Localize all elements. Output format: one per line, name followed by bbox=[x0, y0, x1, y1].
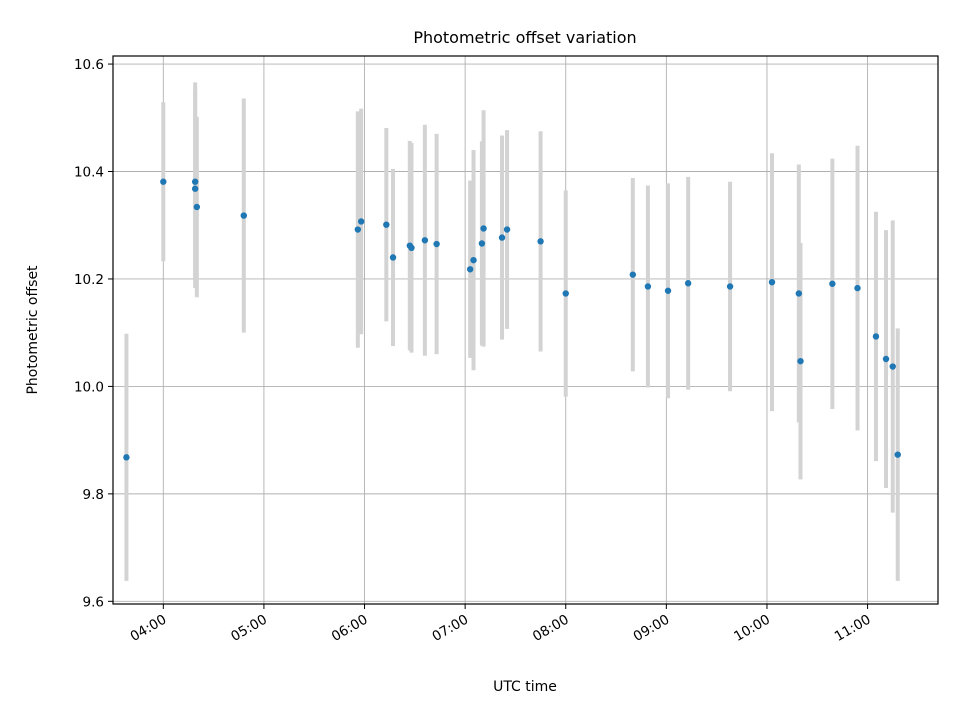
data-point bbox=[882, 355, 890, 363]
y-axis-label: Photometric offset bbox=[25, 265, 41, 395]
data-point bbox=[408, 244, 415, 251]
y-tick-label: 10.2 bbox=[74, 272, 104, 288]
x-axis-label: UTC time bbox=[493, 679, 557, 695]
data-point bbox=[466, 266, 474, 273]
data-point bbox=[829, 280, 836, 287]
x-tick-label: 08:00 bbox=[530, 612, 572, 645]
data-point bbox=[854, 284, 861, 292]
data-point bbox=[503, 226, 511, 233]
error-bars bbox=[124, 82, 900, 581]
data-point bbox=[193, 203, 201, 211]
data-point bbox=[389, 254, 397, 261]
data-point bbox=[629, 271, 637, 278]
data-point bbox=[797, 357, 804, 365]
data-point bbox=[872, 333, 880, 340]
data-point bbox=[191, 185, 199, 192]
grid bbox=[113, 56, 938, 604]
y-tick-label: 10.4 bbox=[74, 165, 104, 181]
data-point bbox=[684, 280, 692, 287]
y-tick-label: 9.8 bbox=[83, 487, 104, 503]
data-point bbox=[768, 278, 776, 286]
x-tick-label: 09:00 bbox=[631, 612, 673, 645]
data-point bbox=[478, 240, 486, 247]
data-point bbox=[383, 221, 390, 228]
data-points bbox=[123, 178, 901, 461]
x-tick-label: 06:00 bbox=[329, 612, 371, 645]
data-point bbox=[240, 212, 247, 219]
data-point bbox=[562, 290, 569, 297]
data-point bbox=[123, 454, 130, 461]
data-point bbox=[498, 234, 506, 241]
x-tick-label: 11:00 bbox=[832, 612, 874, 645]
data-point bbox=[664, 287, 672, 294]
y-tick-label: 10.0 bbox=[74, 379, 104, 395]
y-axis-ticks: 9.6 9.8 10.0 10.2 10.4 10.6 bbox=[74, 57, 113, 610]
data-point bbox=[644, 283, 652, 290]
data-point bbox=[354, 226, 362, 233]
x-tick-label: 07:00 bbox=[429, 612, 471, 645]
data-point bbox=[795, 290, 803, 297]
x-tick-label: 04:00 bbox=[128, 612, 170, 645]
data-point bbox=[433, 240, 440, 248]
data-point bbox=[470, 256, 477, 264]
x-tick-label: 10:00 bbox=[731, 612, 773, 645]
data-point bbox=[537, 238, 544, 245]
y-tick-label: 9.6 bbox=[83, 594, 104, 610]
data-point bbox=[421, 237, 429, 244]
data-point bbox=[191, 178, 199, 185]
chart-title: Photometric offset variation bbox=[413, 28, 636, 47]
data-point bbox=[889, 363, 896, 370]
data-point bbox=[726, 283, 734, 290]
data-point bbox=[357, 218, 365, 225]
data-point bbox=[160, 178, 167, 185]
x-axis-ticks: 04:00 05:00 06:00 07:00 08:00 09:00 10:00 11:00 bbox=[128, 604, 874, 645]
data-point bbox=[480, 225, 487, 232]
x-tick-label: 05:00 bbox=[228, 612, 270, 645]
y-tick-label: 10.6 bbox=[74, 57, 104, 73]
data-point bbox=[894, 451, 901, 458]
plot-frame bbox=[112, 55, 939, 605]
